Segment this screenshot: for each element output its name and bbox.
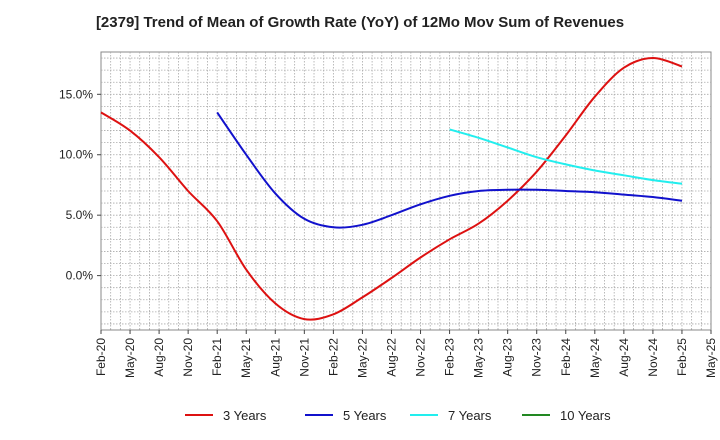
x-tick-label: Nov-20 <box>181 338 195 377</box>
x-tick-label: Nov-24 <box>646 338 660 377</box>
series-lines <box>100 56 683 321</box>
x-tick-label: May-23 <box>472 338 486 378</box>
x-tick-label: May-20 <box>123 338 137 378</box>
x-tick-label: Feb-21 <box>210 338 224 376</box>
x-tick-label: May-24 <box>588 338 602 378</box>
x-tick-label: Feb-20 <box>94 338 108 376</box>
y-tick-label: 0.0% <box>66 269 94 283</box>
x-tick-label: Aug-22 <box>384 338 398 377</box>
series-line-3-years <box>100 56 683 321</box>
legend-label-10-years: 10 Years <box>560 408 611 423</box>
chart-title: [2379] Trend of Mean of Growth Rate (YoY… <box>95 14 625 31</box>
y-axis: 0.0% 5.0% 10.0% 15.0% <box>59 87 101 283</box>
x-tick-label: Feb-25 <box>675 338 689 376</box>
legend-label-5-years: 5 Years <box>343 408 387 423</box>
x-tick-label: Feb-24 <box>559 338 573 376</box>
x-axis: Feb-20 May-20 Aug-20 Nov-20 Feb-21 May-21 Aug-… <box>94 330 718 378</box>
x-tick-label: Aug-20 <box>152 338 166 377</box>
x-tick-label: Nov-22 <box>414 338 428 377</box>
y-tick-label: 5.0% <box>66 208 94 222</box>
x-tick-label: May-21 <box>239 338 253 378</box>
y-tick-label: 10.0% <box>59 148 93 162</box>
x-tick-label: Feb-22 <box>326 338 340 376</box>
x-tick-label: Nov-21 <box>297 338 311 377</box>
series-line-5-years <box>216 111 683 229</box>
x-tick-label: May-25 <box>704 338 718 378</box>
grid <box>101 52 711 330</box>
legend-label-7-years: 7 Years <box>448 408 492 423</box>
x-tick-label: Nov-23 <box>530 338 544 377</box>
legend: 3 Years 5 Years 7 Years 10 Years <box>185 408 611 423</box>
y-tick-label: 15.0% <box>59 87 93 101</box>
series-line-7-years <box>449 128 683 185</box>
legend-label-3-years: 3 Years <box>223 408 267 423</box>
x-tick-label: May-22 <box>355 338 369 378</box>
x-tick-label: Aug-21 <box>268 338 282 377</box>
x-tick-label: Feb-23 <box>443 338 457 376</box>
x-tick-label: Aug-23 <box>501 338 515 377</box>
x-tick-label: Aug-24 <box>617 338 631 377</box>
